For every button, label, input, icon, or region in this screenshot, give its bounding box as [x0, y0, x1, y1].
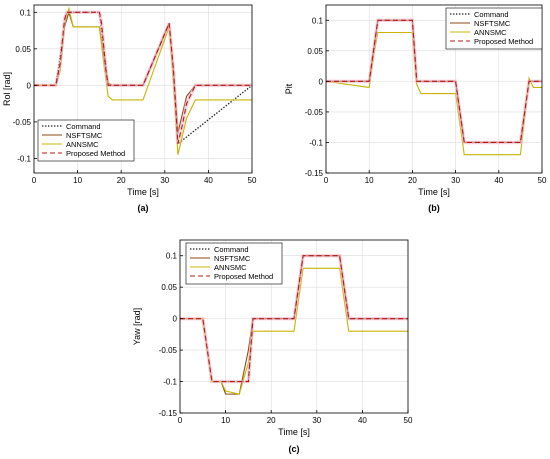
series-line-proposed-method — [180, 255, 408, 383]
panel-label: (c) — [289, 444, 300, 454]
x-tick-label: 40 — [358, 416, 367, 425]
y-tick-label: -0.1 — [163, 378, 177, 387]
legend-entry-label: Command — [66, 122, 101, 131]
y-tick-label: 0.1 — [312, 16, 324, 25]
x-tick-label: 0 — [32, 176, 37, 185]
axes-frame — [33, 4, 253, 174]
x-tick-label: 50 — [404, 416, 413, 425]
series-line-proposed-method — [326, 19, 542, 143]
series-group — [180, 253, 408, 395]
axes-frame — [325, 4, 543, 174]
x-tick-label: 30 — [312, 416, 321, 425]
x-tick-label: 30 — [160, 176, 169, 185]
x-tick-label: 20 — [267, 416, 276, 425]
y-tick-label: 0 — [319, 77, 324, 86]
legend-box — [185, 242, 283, 285]
x-tick-label: 20 — [408, 176, 417, 185]
x-tick-label: 20 — [117, 176, 126, 185]
x-tick-label: 0 — [178, 416, 183, 425]
legend-entry-label: ANNSMC — [214, 263, 247, 272]
legend-box — [445, 7, 543, 50]
y-axis-label: Pit — [284, 83, 294, 94]
chart-panel-2: 0 10 20 30 40 50 -0.15 -0.1 -0.05 0 0.05 0.1 Time [s… — [284, 4, 547, 213]
y-tick-label: 0.1 — [166, 252, 178, 261]
x-tick-label: 50 — [248, 176, 257, 185]
y-tick-label: 0.1 — [20, 8, 32, 17]
y-tick-label: 0.05 — [15, 45, 31, 54]
legend-entry-label: NSFTSMC — [474, 19, 511, 28]
y-axis-label: Rol [rad] — [2, 72, 12, 106]
panel-label: (b) — [428, 203, 440, 213]
legend-entry-label: Proposed Method — [474, 37, 533, 46]
y-tick-label: 0.05 — [307, 47, 323, 56]
legend-entry-label: Proposed Method — [66, 149, 125, 158]
series-group — [34, 6, 252, 155]
axes-frame — [179, 239, 409, 414]
x-tick-label: 0 — [324, 176, 329, 185]
legend-entry-label: Command — [474, 10, 509, 19]
legend-entry-label: Proposed Method — [214, 272, 273, 281]
x-tick-label: 10 — [73, 176, 82, 185]
x-tick-label: 40 — [204, 176, 213, 185]
legend-box — [37, 119, 135, 162]
legend-entry-label: NSFTSMC — [66, 131, 103, 140]
y-tick-label: 0 — [27, 81, 32, 90]
x-axis-label: Time [s] — [127, 187, 159, 197]
chart-panel-1: 0 10 20 30 40 50 -0.1 -0.05 0 0.05 0.1 Time [s] Rol … — [2, 4, 257, 213]
y-tick-label: -0.1 — [17, 154, 31, 163]
y-tick-label: -0.05 — [305, 108, 324, 117]
series-group — [326, 18, 542, 156]
chart-panel-3: 0 10 20 30 40 50 -0.15 -0.1 -0.05 0 0.05 0.1 Time [s… — [132, 239, 413, 454]
y-tick-label: -0.1 — [309, 138, 323, 147]
y-tick-label: -0.15 — [159, 409, 178, 418]
legend-entry-label: NSFTSMC — [214, 254, 251, 263]
panel-label: (a) — [138, 203, 149, 213]
legend-entry-label: Command — [214, 245, 249, 254]
x-tick-label: 40 — [494, 176, 503, 185]
legend-entry-label: ANNSMC — [66, 140, 99, 149]
legend-entry-label: ANNSMC — [474, 28, 507, 37]
y-axis-label: Yaw [rad] — [132, 308, 142, 345]
x-tick-label: 30 — [451, 176, 460, 185]
x-axis-label: Time [s] — [418, 187, 450, 197]
x-axis-label: Time [s] — [278, 427, 310, 437]
y-tick-label: -0.15 — [305, 169, 324, 178]
x-tick-label: 10 — [365, 176, 374, 185]
y-tick-label: 0 — [173, 315, 178, 324]
y-tick-label: 0.05 — [161, 283, 177, 292]
x-tick-label: 50 — [538, 176, 547, 185]
y-tick-label: -0.05 — [159, 346, 178, 355]
y-tick-label: -0.05 — [13, 118, 32, 127]
series-line-proposed-method — [34, 11, 252, 144]
x-tick-label: 10 — [221, 416, 230, 425]
